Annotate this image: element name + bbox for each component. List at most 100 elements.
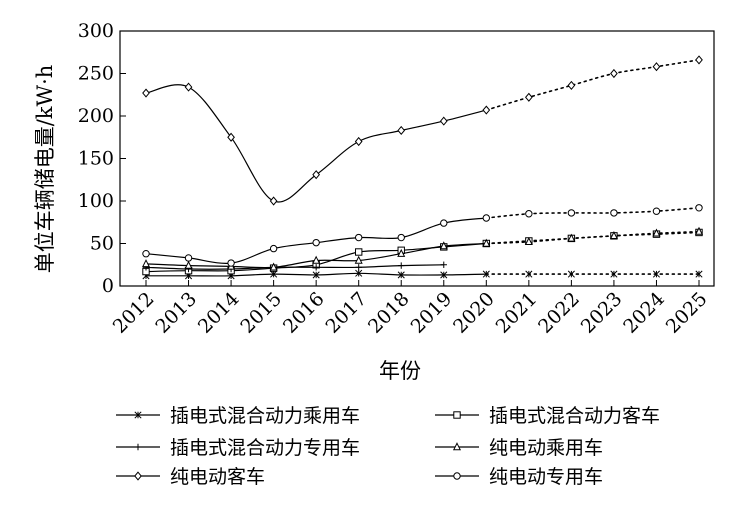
data-point [312,255,321,264]
data-point [610,270,618,278]
data-point [652,62,661,72]
data-point [610,68,618,79]
legend-label: 纯电动专用车 [489,466,603,488]
legend-item: 纯电动乘用车 [435,437,603,459]
data-point [525,270,533,278]
data-point [270,270,278,278]
series-4 [141,226,704,271]
legend-item: 纯电动专用车 [435,466,603,488]
x-tick-label: 2014 [194,288,244,338]
data-point [184,254,193,262]
data-point [269,262,278,271]
data-point [141,259,151,268]
series-line-actual [145,84,487,203]
legend-item: 插电式混合动力乘用车 [116,405,360,427]
data-point [269,196,278,206]
data-point [652,228,661,237]
x-tick-label: 2017 [321,288,371,338]
series-1 [142,269,703,280]
plot-frame [119,30,715,287]
series-line-forecast [485,231,700,245]
legend-label: 插电式混合动力客车 [489,405,660,427]
x-tick-label: 2021 [492,288,542,338]
data-point [652,207,661,215]
series-line-forecast [485,230,700,245]
x-tick-label: 2024 [619,288,669,338]
y-tick-label: 200 [78,105,114,127]
x-tick-label: 2025 [662,288,712,338]
data-point [567,209,576,217]
series-line-forecast [485,59,700,111]
legend-label: 纯电动乘用车 [489,437,603,459]
data-point [312,170,321,180]
data-point [482,105,491,115]
data-point [354,255,363,264]
data-point [567,270,575,278]
legend-marker [134,471,142,481]
data-point [227,132,235,142]
data-point [397,248,406,257]
data-point [440,261,447,268]
y-tick-label: 0 [102,275,114,297]
data-point [439,241,448,250]
y-tick-label: 250 [78,63,114,85]
data-point [567,80,576,90]
y-tick-label: 100 [78,190,114,212]
data-point [312,271,320,279]
data-point [482,238,491,247]
legend-label: 插电式混合动力乘用车 [170,405,360,427]
data-point [142,88,150,98]
data-point [312,238,320,247]
legend-marker [134,443,142,451]
x-axis-title: 年份 [379,359,421,383]
data-point [184,260,193,269]
data-point [610,209,618,217]
legend-marker [453,411,461,419]
x-tick-label: 2012 [109,288,159,338]
legend-item: 纯电动客车 [116,466,265,488]
series-line-forecast [485,207,700,219]
series-line-actual [145,264,444,270]
legend-label: 插电式混合动力专用车 [170,437,360,459]
data-point [524,236,533,245]
series-6 [142,204,703,267]
x-tick-label: 2016 [279,288,329,338]
data-point [525,210,533,218]
data-point [142,250,150,258]
data-point [355,269,363,277]
data-point [184,82,193,92]
data-point [398,262,405,269]
y-tick-label: 150 [78,148,114,170]
data-point [609,231,618,240]
data-point [354,248,363,256]
data-point [524,92,533,102]
data-point [694,226,704,235]
series-5 [142,55,703,206]
y-tick-label: 50 [90,233,114,255]
legend-marker [134,411,142,419]
x-tick-label: 2018 [364,288,414,338]
data-point [440,271,448,279]
data-point [227,259,235,267]
legend-label: 纯电动客车 [170,466,265,488]
data-point [354,136,363,147]
data-point [439,116,448,126]
data-point [312,264,320,271]
axes: 0501001502002503002012201320142015201620… [78,20,715,338]
x-tick-label: 2022 [534,288,584,338]
x-tick-label: 2020 [449,288,499,338]
data-point [695,204,703,212]
x-tick-label: 2015 [236,288,286,338]
x-tick-label: 2023 [577,288,627,338]
data-point [355,264,362,271]
data-point [397,233,405,242]
data-point [652,270,661,278]
data-point [567,233,576,242]
legend-item: 插电式混合动力客车 [435,405,660,427]
legend-item: 插电式混合动力专用车 [116,437,360,459]
data-point [397,125,406,136]
legend-marker [452,442,462,451]
data-point [354,233,363,242]
data-point [695,55,703,65]
